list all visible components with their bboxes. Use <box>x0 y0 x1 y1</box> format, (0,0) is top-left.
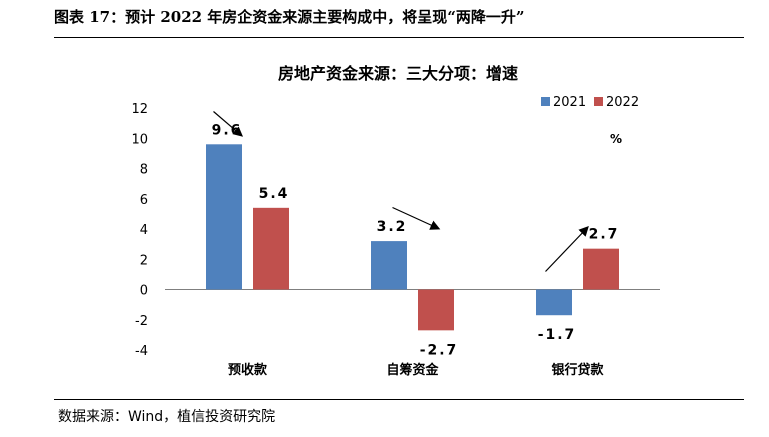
bottom-rule <box>54 399 744 400</box>
category-label: 银行贷款 <box>551 362 604 378</box>
y-tick-label: 10 <box>131 132 148 147</box>
bar-2022-1 <box>418 289 454 331</box>
legend: 2021 2022 <box>541 95 639 110</box>
data-label: -2.7 <box>420 342 459 358</box>
labels-layer: 9.6 5.4 预收款 3.2 -2.7 自筹资金 -1.7 2.7 银行贷款 <box>212 122 620 378</box>
source-note: 数据来源：Wind，植信投资研究院 <box>58 409 276 425</box>
bar-2022-2 <box>583 248 619 290</box>
trend-arrow-down <box>213 111 244 137</box>
trend-arrow-up <box>545 226 589 272</box>
y-tick-label: 6 <box>140 193 148 208</box>
legend-swatch-2021 <box>541 97 550 106</box>
axis-layer: 12 10 8 6 4 2 0 -2 -4 <box>131 102 660 359</box>
bar-2021-1 <box>371 241 407 290</box>
data-label: 2.7 <box>589 227 620 243</box>
unit-label: % <box>610 132 622 146</box>
category-label: 自筹资金 <box>386 362 439 378</box>
trend-arrows <box>213 111 589 272</box>
top-rule <box>54 37 744 38</box>
category-label: 预收款 <box>228 362 268 378</box>
legend-label: 2022 <box>606 95 639 110</box>
y-tick-label: 0 <box>140 284 148 299</box>
data-label: -1.7 <box>538 327 577 343</box>
data-label: 9.6 <box>212 122 243 138</box>
bar-2021-2 <box>536 289 572 316</box>
data-label: 3.2 <box>377 219 408 235</box>
bars-layer <box>206 144 619 331</box>
data-label: 5.4 <box>259 186 290 202</box>
y-tick-label: 12 <box>131 102 148 117</box>
chart-title: 房地产资金来源：三大分项：增速 <box>278 64 518 83</box>
y-tick-label: -4 <box>135 344 148 359</box>
trend-arrow-down <box>392 206 441 230</box>
y-tick-label: 2 <box>140 253 148 268</box>
bar-2022-0 <box>253 207 289 290</box>
figure-title: 图表 17：预计 2022 年房企资金来源主要构成中，将呈现“两降一升” <box>54 8 525 26</box>
bar-2021-0 <box>206 144 242 290</box>
legend-swatch-2022 <box>594 97 603 106</box>
y-tick-label: -2 <box>135 314 148 329</box>
legend-label: 2021 <box>553 95 586 110</box>
y-tick-label: 8 <box>140 163 148 178</box>
y-tick-label: 4 <box>140 223 148 238</box>
